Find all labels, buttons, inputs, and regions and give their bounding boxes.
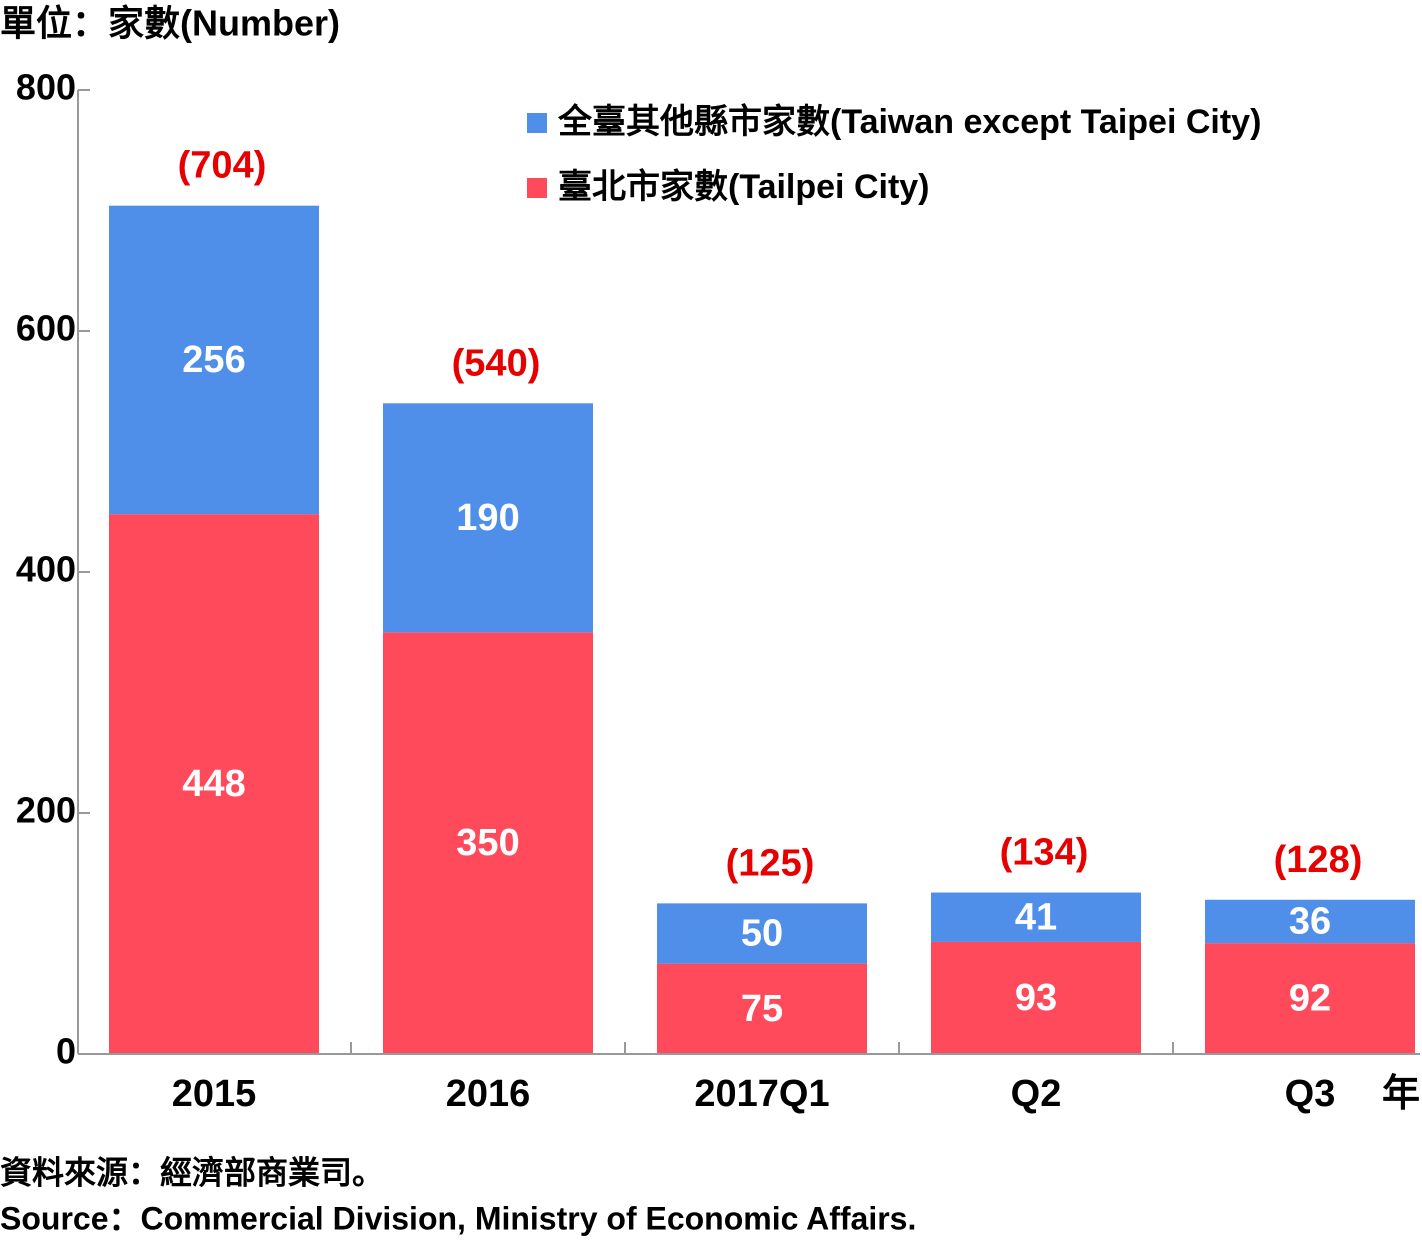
y-tick-label: 400 bbox=[16, 549, 76, 590]
x-tick-label: 2015 bbox=[172, 1073, 257, 1115]
y-tick-label: 0 bbox=[56, 1031, 76, 1072]
data-label: 93 bbox=[1015, 977, 1057, 1019]
total-label: (540) bbox=[452, 342, 541, 384]
bar-segment bbox=[931, 892, 1141, 942]
data-label: 190 bbox=[456, 497, 519, 539]
source-line: 資料來源：經濟部商業司。 bbox=[0, 1154, 384, 1190]
legend-swatch bbox=[527, 113, 547, 133]
data-label: 50 bbox=[741, 913, 783, 955]
chart-title: 單位：家數(Number) bbox=[0, 3, 340, 44]
bar-segment bbox=[383, 632, 593, 1054]
bar-segment bbox=[657, 963, 867, 1054]
total-label: (704) bbox=[178, 145, 267, 187]
x-tick-label: Q2 bbox=[1011, 1073, 1062, 1115]
bar-segment bbox=[1205, 943, 1415, 1054]
legend-swatch bbox=[527, 178, 547, 198]
x-tick-label: 2016 bbox=[446, 1073, 531, 1115]
total-label: (128) bbox=[1274, 839, 1363, 881]
y-tick-label: 600 bbox=[16, 308, 76, 349]
y-tick-label: 800 bbox=[16, 67, 76, 108]
data-label: 256 bbox=[182, 339, 245, 381]
x-axis-label: 年 bbox=[1382, 1073, 1420, 1115]
total-label: (134) bbox=[1000, 832, 1089, 874]
bar-segment bbox=[109, 205, 319, 515]
data-label: 350 bbox=[456, 822, 519, 864]
legend-label: 全臺其他縣市家數(Taiwan except Taipei City) bbox=[557, 102, 1261, 141]
x-tick-label: Q3 bbox=[1285, 1073, 1336, 1115]
bar-segment bbox=[109, 514, 319, 1054]
legend-label: 臺北市家數(Tailpei City) bbox=[558, 167, 930, 206]
data-label: 36 bbox=[1289, 900, 1331, 942]
bar-segment bbox=[657, 903, 867, 964]
bar-segment bbox=[383, 403, 593, 633]
data-label: 92 bbox=[1289, 978, 1331, 1020]
data-label: 75 bbox=[741, 988, 783, 1030]
x-tick-label: 2017Q1 bbox=[694, 1073, 829, 1115]
bar-segment bbox=[1205, 899, 1415, 944]
bar-segment bbox=[931, 941, 1141, 1054]
total-label: (125) bbox=[726, 842, 815, 884]
y-tick-label: 200 bbox=[16, 790, 76, 831]
data-label: 448 bbox=[182, 763, 245, 805]
data-label: 41 bbox=[1015, 896, 1057, 938]
source-line: Source：Commercial Division, Ministry of … bbox=[0, 1200, 916, 1236]
